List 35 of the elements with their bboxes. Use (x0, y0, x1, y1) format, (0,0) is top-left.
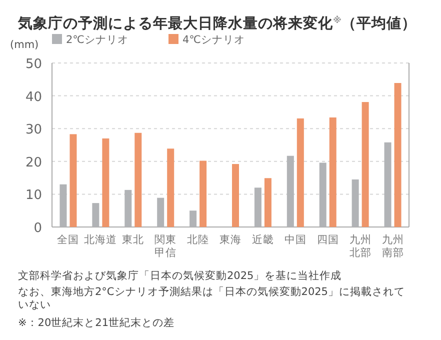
bar (264, 178, 272, 227)
bar (329, 117, 336, 227)
y-tick-label: 30 (25, 122, 42, 138)
bar (296, 118, 304, 227)
bar (362, 102, 369, 227)
bar (394, 83, 402, 227)
x-tick-label: 四国 (316, 234, 339, 246)
bar (102, 138, 110, 227)
x-tick-label: 関東甲信 (154, 233, 177, 259)
text: ※：20世紀末と21世紀末との差 (18, 316, 175, 329)
y-tick-label: 50 (25, 57, 42, 72)
x-tick-label: 九州南部 (382, 233, 404, 259)
bar (70, 134, 77, 227)
bar (232, 164, 239, 227)
x-tick-label: 近畿 (252, 233, 274, 246)
bar (134, 132, 142, 227)
x-tick-label: 東北 (122, 233, 144, 246)
x-tick-label: 北海道 (84, 233, 118, 246)
y-axis-title: (mm) (10, 39, 39, 51)
y-tick-label: 20 (25, 155, 42, 170)
bar (167, 148, 174, 227)
x-tick-label: 東海 (220, 233, 242, 246)
x-tick-label: 全国 (57, 234, 80, 246)
x-tick-label: 九州北部 (349, 233, 372, 259)
chart-title: 気象庁の予測による年最大日降水量の将来変化$^{※}$（平均値） (17, 14, 416, 32)
bar (200, 160, 207, 227)
x-tick-label: 北陸 (187, 233, 210, 246)
legend-label: 2℃シナリオ (66, 34, 128, 46)
y-tick-label: 40 (25, 90, 42, 105)
text: 文部科学省および気象庁「日本の気候変動2025」を基に当社作成 (18, 269, 342, 282)
text: なお、東海地方2°Cシナリオ予測結果は「日本の気候変動2025」に掲載されていない (18, 285, 405, 311)
y-tick-label: 0 (34, 221, 42, 236)
y-tick-label: 10 (25, 188, 42, 204)
x-tick-label: 中国 (284, 233, 306, 246)
legend-label: 4℃シナリオ (182, 34, 245, 46)
